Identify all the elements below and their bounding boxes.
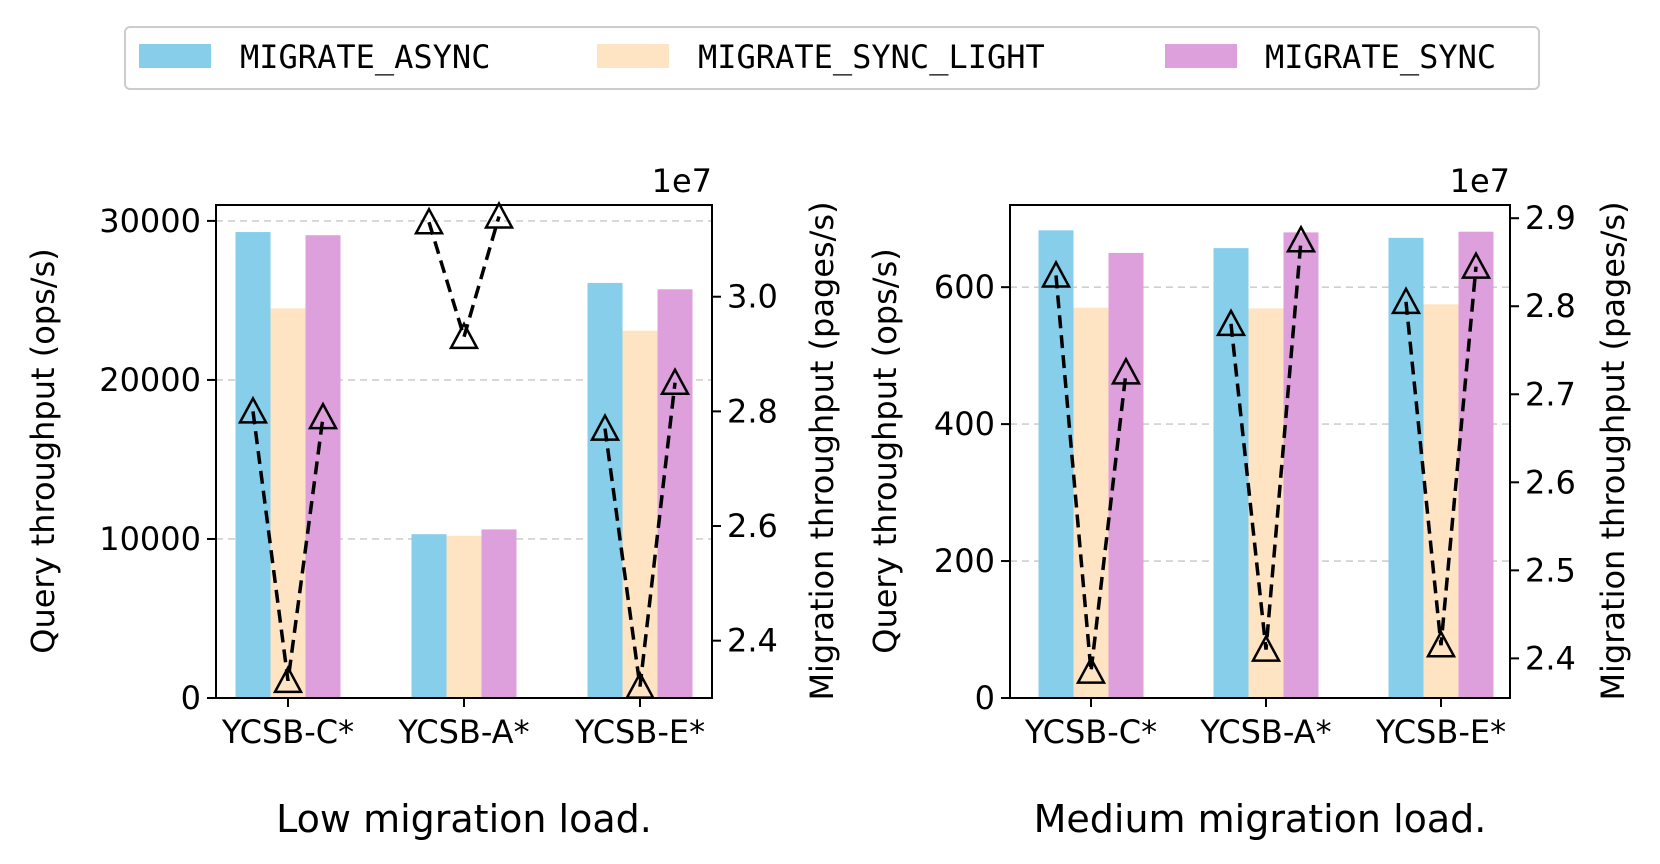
- y-tick-label: 400: [934, 405, 995, 443]
- bar-migrate-sync-ycsb-a: [481, 529, 517, 698]
- migration-line-ycsb-c: [251, 411, 325, 682]
- y-axis-ticks: 0 200 400 600: [934, 268, 1010, 717]
- migration-marker: [659, 367, 691, 396]
- bar-migrate-sync-ycsb-c: [305, 235, 341, 698]
- y-tick-label: 0: [181, 679, 201, 717]
- bar-migrate-sync-ycsb-e: [657, 289, 693, 698]
- panel-title: Low migration load.: [276, 797, 652, 841]
- legend-label-migrate-sync: MIGRATE_SYNC: [1265, 38, 1496, 76]
- y-tick-label: 20000: [99, 361, 201, 399]
- y2-tick-label: 3.0: [727, 278, 778, 316]
- x-tick-label: YCSB-E*: [574, 713, 705, 751]
- y-tick-label: 30000: [99, 202, 201, 240]
- bar-migrate-async-ycsb-e: [587, 282, 623, 698]
- y2-axis-ticks: 2.4 2.5 2.6 2.7 2.8 2.9: [1510, 199, 1576, 677]
- bar-migrate-async-ycsb-a: [411, 534, 447, 698]
- bar-migrate-async-ycsb-c: [1038, 230, 1074, 698]
- y2-tick-label: 2.4: [1525, 639, 1576, 677]
- bar-migrate-async-ycsb-a: [1213, 248, 1249, 698]
- x-tick-label: YCSB-A*: [1199, 713, 1331, 751]
- bar-migrate-sync-light-ycsb-c: [1073, 307, 1109, 698]
- y2-multiplier: 1e7: [1450, 162, 1510, 200]
- x-tick-label: YCSB-E*: [1375, 713, 1506, 751]
- y2-tick-label: 2.6: [727, 507, 778, 545]
- y2-axis-label: Migration throughput (pages/s): [803, 201, 841, 700]
- legend-swatch-migrate-sync: [1165, 44, 1237, 68]
- y-axis-ticks: 0 10000 20000 30000: [99, 202, 216, 717]
- y-axis-label: Query throughput (ops/s): [866, 248, 904, 653]
- migration-marker: [413, 206, 445, 235]
- x-axis-ticks: YCSB-C* YCSB-A* YCSB-E*: [221, 698, 705, 751]
- migration-line-ycsb-e: [603, 382, 677, 687]
- migration-marker: [1425, 629, 1457, 658]
- y2-tick-label: 2.6: [1525, 463, 1576, 501]
- migration-line-ycsb-e: [1404, 266, 1478, 646]
- bar-migrate-sync-light-ycsb-e: [622, 330, 658, 698]
- y2-tick-label: 2.9: [1525, 199, 1576, 237]
- bars: [235, 232, 693, 699]
- y2-tick-label: 2.8: [1525, 287, 1576, 325]
- y2-tick-label: 2.7: [1525, 375, 1576, 413]
- bars: [1038, 230, 1494, 699]
- migration-marker: [272, 665, 304, 694]
- x-tick-label: YCSB-C*: [1024, 713, 1157, 751]
- legend: MIGRATE_ASYNC MIGRATE_SYNC_LIGHT MIGRATE…: [124, 26, 1540, 90]
- legend-swatch-migrate-sync-light: [597, 44, 669, 68]
- migration-line-ycsb-c: [1054, 275, 1128, 672]
- y2-tick-label: 2.4: [727, 622, 778, 660]
- bar-migrate-async-ycsb-c: [235, 232, 271, 699]
- migration-marker: [483, 200, 515, 229]
- bar-migrate-sync-light-ycsb-c: [270, 308, 306, 698]
- y-tick-label: 0: [975, 679, 995, 717]
- migration-line-ycsb-a: [1229, 240, 1303, 650]
- legend-label-migrate-sync-light: MIGRATE_SYNC_LIGHT: [698, 38, 1045, 76]
- migration-marker: [1390, 286, 1422, 315]
- y2-tick-label: 2.8: [727, 392, 778, 430]
- migration-marker: [237, 395, 269, 424]
- migration-marker: [448, 321, 480, 350]
- migration-marker: [1215, 308, 1247, 337]
- migration-marker: [1040, 259, 1072, 288]
- bar-migrate-sync-ycsb-c: [1108, 252, 1144, 699]
- migration-marker: [307, 401, 339, 430]
- y-tick-label: 600: [934, 268, 995, 306]
- y-axis-label: Query throughput (ops/s): [24, 248, 62, 653]
- migration-marker: [1110, 356, 1142, 385]
- y-tick-label: 200: [934, 542, 995, 580]
- bar-migrate-sync-light-ycsb-a: [446, 535, 482, 698]
- migration-line-ycsb-a: [427, 215, 501, 343]
- migration-marker: [1075, 655, 1107, 684]
- plot-frame: [1009, 204, 1511, 699]
- migration-marker: [589, 412, 621, 441]
- panel-title: Medium migration load.: [1034, 797, 1487, 841]
- y2-tick-label: 2.5: [1525, 551, 1576, 589]
- y2-multiplier: 1e7: [652, 162, 712, 200]
- y2-axis-label: Migration throughput (pages/s): [1594, 201, 1632, 700]
- bar-migrate-sync-ycsb-a: [1283, 232, 1319, 698]
- legend-swatch-migrate-async: [139, 44, 211, 68]
- migration-marker: [1285, 224, 1317, 253]
- legend-frame: [124, 26, 1540, 90]
- y-tick-label: 10000: [99, 520, 201, 558]
- x-tick-label: YCSB-C*: [221, 713, 354, 751]
- bar-migrate-sync-light-ycsb-a: [1248, 308, 1284, 698]
- x-axis-ticks: YCSB-C* YCSB-A* YCSB-E*: [1024, 698, 1506, 751]
- y2-axis-ticks: 2.4 2.6 2.8 3.0: [712, 278, 778, 660]
- migration-marker: [1250, 633, 1282, 662]
- bar-migrate-sync-ycsb-e: [1458, 231, 1494, 698]
- migration-lines: [1040, 224, 1492, 684]
- legend-label-migrate-async: MIGRATE_ASYNC: [240, 38, 490, 76]
- migration-marker: [1460, 250, 1492, 279]
- x-tick-label: YCSB-A*: [397, 713, 529, 751]
